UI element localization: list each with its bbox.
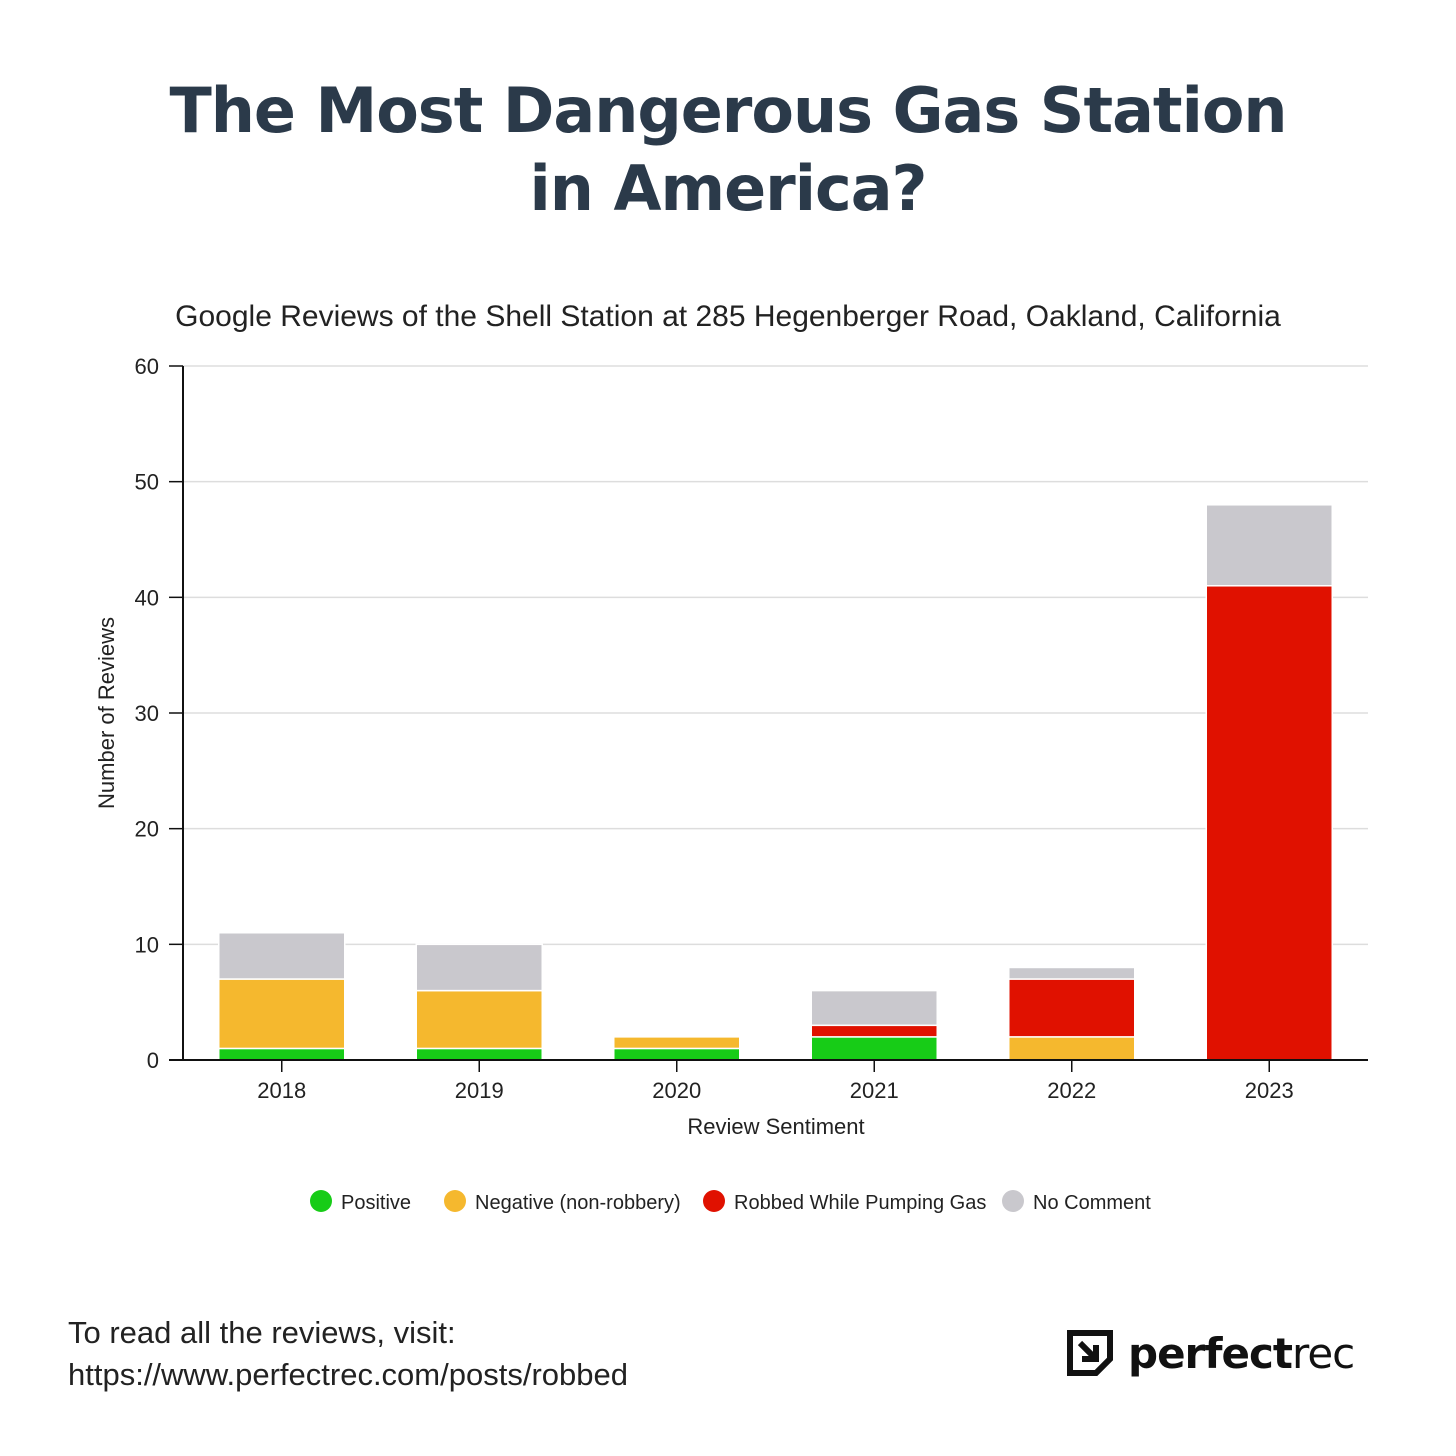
bar-segment-2021-positive (810, 1036, 938, 1061)
y-tick-label: 0 (147, 1048, 159, 1073)
legend-marker (703, 1190, 725, 1212)
page-title-line-2: in America? (529, 152, 928, 225)
x-tick-label: 2022 (1047, 1078, 1096, 1103)
logo-wordmark: perfectrec (1128, 1328, 1355, 1378)
perfectrec-logo[interactable]: perfectrec (1066, 1326, 1355, 1380)
stacked-bar-chart: Google Reviews of the Shell Station at 2… (94, 300, 1368, 1214)
legend-marker (310, 1190, 332, 1212)
legend-label: No Comment (1033, 1192, 1151, 1214)
bar-segment-2018-positive (218, 1047, 346, 1061)
bar-segment-2018-no-comment (218, 932, 346, 980)
bar-segment-2019-negative-non-robbery- (415, 989, 543, 1050)
y-axis-label: Number of Reviews (94, 617, 119, 809)
page-title: The Most Dangerous Gas Station in Americ… (0, 72, 1456, 228)
bar-segment-2022-no-comment (1008, 966, 1136, 980)
x-tick-label: 2019 (455, 1078, 504, 1103)
logo-text-light: rec (1292, 1328, 1355, 1378)
x-tick-label: 2020 (652, 1078, 701, 1103)
bar-segment-2022-robbed-while-pumping-gas (1008, 978, 1136, 1038)
x-axis-label: Review Sentiment (687, 1114, 864, 1139)
x-tick-label: 2018 (257, 1078, 306, 1103)
logo-text-bold: perfect (1128, 1328, 1293, 1378)
chart-subtitle: Google Reviews of the Shell Station at 2… (175, 300, 1281, 333)
bar-segment-2018-negative-non-robbery- (218, 978, 346, 1050)
legend-label: Negative (non-robbery) (475, 1192, 681, 1214)
bar-segment-2021-robbed-while-pumping-gas (810, 1024, 938, 1038)
page-title-line-1: The Most Dangerous Gas Station (169, 74, 1287, 147)
bar-segment-2023-no-comment (1205, 504, 1333, 587)
y-tick-label: 40 (135, 585, 159, 610)
bar-segment-2019-no-comment (415, 943, 543, 992)
bar-segment-2020-positive (613, 1047, 741, 1061)
bar-segment-2021-no-comment (810, 989, 938, 1027)
footer-note: To read all the reviews, visit: https://… (68, 1312, 628, 1396)
y-tick-label: 10 (135, 932, 159, 957)
bar-segment-2019-positive (415, 1047, 543, 1061)
footer-url[interactable]: https://www.perfectrec.com/posts/robbed (68, 1357, 628, 1392)
legend-label: Robbed While Pumping Gas (734, 1192, 986, 1214)
x-tick-label: 2023 (1245, 1078, 1294, 1103)
perfectrec-arrow-icon (1067, 1330, 1113, 1376)
y-tick-label: 30 (135, 701, 159, 726)
y-tick-label: 50 (135, 470, 159, 495)
y-tick-label: 20 (135, 817, 159, 842)
footer-line-1: To read all the reviews, visit: (68, 1315, 456, 1350)
legend-label: Positive (341, 1192, 411, 1214)
bar-segment-2020-negative-non-robbery- (613, 1036, 741, 1050)
x-tick-label: 2021 (850, 1078, 899, 1103)
bar-segment-2023-robbed-while-pumping-gas (1205, 585, 1333, 1061)
legend-marker (1002, 1190, 1024, 1212)
bar-segment-2022-negative-non-robbery- (1008, 1036, 1136, 1061)
legend-marker (444, 1190, 466, 1212)
y-tick-label: 60 (135, 354, 159, 379)
